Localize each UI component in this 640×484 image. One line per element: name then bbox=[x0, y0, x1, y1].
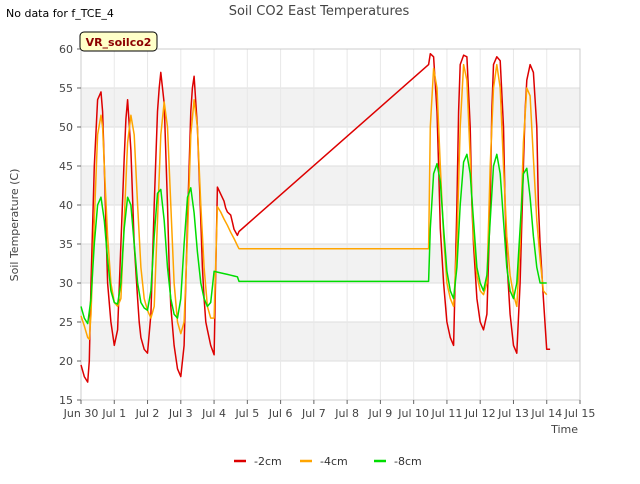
y-tick-label: 20 bbox=[59, 355, 73, 368]
y-tick-label: 55 bbox=[59, 82, 73, 95]
legend-label: -4cm bbox=[320, 455, 348, 468]
x-tick-label: Jul 5 bbox=[234, 407, 259, 420]
x-tick-label: Jul 6 bbox=[268, 407, 293, 420]
y-tick-label: 35 bbox=[59, 238, 73, 251]
y-tick-label: 50 bbox=[59, 121, 73, 134]
x-axis-label: Time bbox=[550, 423, 578, 436]
x-tick-label: Jul 7 bbox=[301, 407, 326, 420]
y-tick-label: 40 bbox=[59, 199, 73, 212]
x-tick-label: Jul 11 bbox=[431, 407, 463, 420]
grid-band bbox=[81, 88, 580, 127]
x-tick-label: Jul 12 bbox=[464, 407, 496, 420]
grid-band bbox=[81, 244, 580, 283]
y-tick-label: 60 bbox=[59, 43, 73, 56]
x-tick-label: Jul 14 bbox=[530, 407, 562, 420]
legend-label: -8cm bbox=[394, 455, 422, 468]
legend-label: -2cm bbox=[254, 455, 282, 468]
x-tick-label: Jun 30 bbox=[63, 407, 99, 420]
y-tick-label: 25 bbox=[59, 316, 73, 329]
x-tick-label: Jul 1 bbox=[101, 407, 126, 420]
grid-band bbox=[81, 166, 580, 205]
grid-band bbox=[81, 322, 580, 361]
x-tick-label: Jul 2 bbox=[135, 407, 160, 420]
site-label-box bbox=[79, 31, 158, 52]
y-axis-label: Soil Temperature (C) bbox=[8, 169, 21, 282]
y-tick-label: 15 bbox=[59, 394, 73, 407]
no-data-note: No data for f_TCE_4 bbox=[6, 7, 114, 20]
plot-area: 15 20 25 30 35 40 45 50 55 60 Jun 30 Jul 1 Jul 2 Jul … bbox=[59, 31, 596, 468]
chart-title: Soil CO2 East Temperatures bbox=[229, 4, 410, 19]
x-tick-label: Jul 9 bbox=[368, 407, 393, 420]
x-tick-label: Jul 10 bbox=[397, 407, 429, 420]
plot-frame bbox=[80, 48, 581, 401]
y-tick-label: 45 bbox=[59, 160, 73, 173]
y-tick-label: 30 bbox=[59, 277, 73, 290]
x-tick-label: Jul 8 bbox=[334, 407, 359, 420]
x-tick-label: Jul 3 bbox=[168, 407, 193, 420]
series-line-8cm bbox=[80, 153, 547, 325]
series-line-2cm bbox=[80, 52, 551, 383]
x-tick-label: Jul 15 bbox=[564, 407, 596, 420]
site-label: VR_soilco2 bbox=[86, 36, 152, 49]
x-tick-label: Jul 13 bbox=[497, 407, 529, 420]
x-tick-label: Jul 4 bbox=[201, 407, 226, 420]
